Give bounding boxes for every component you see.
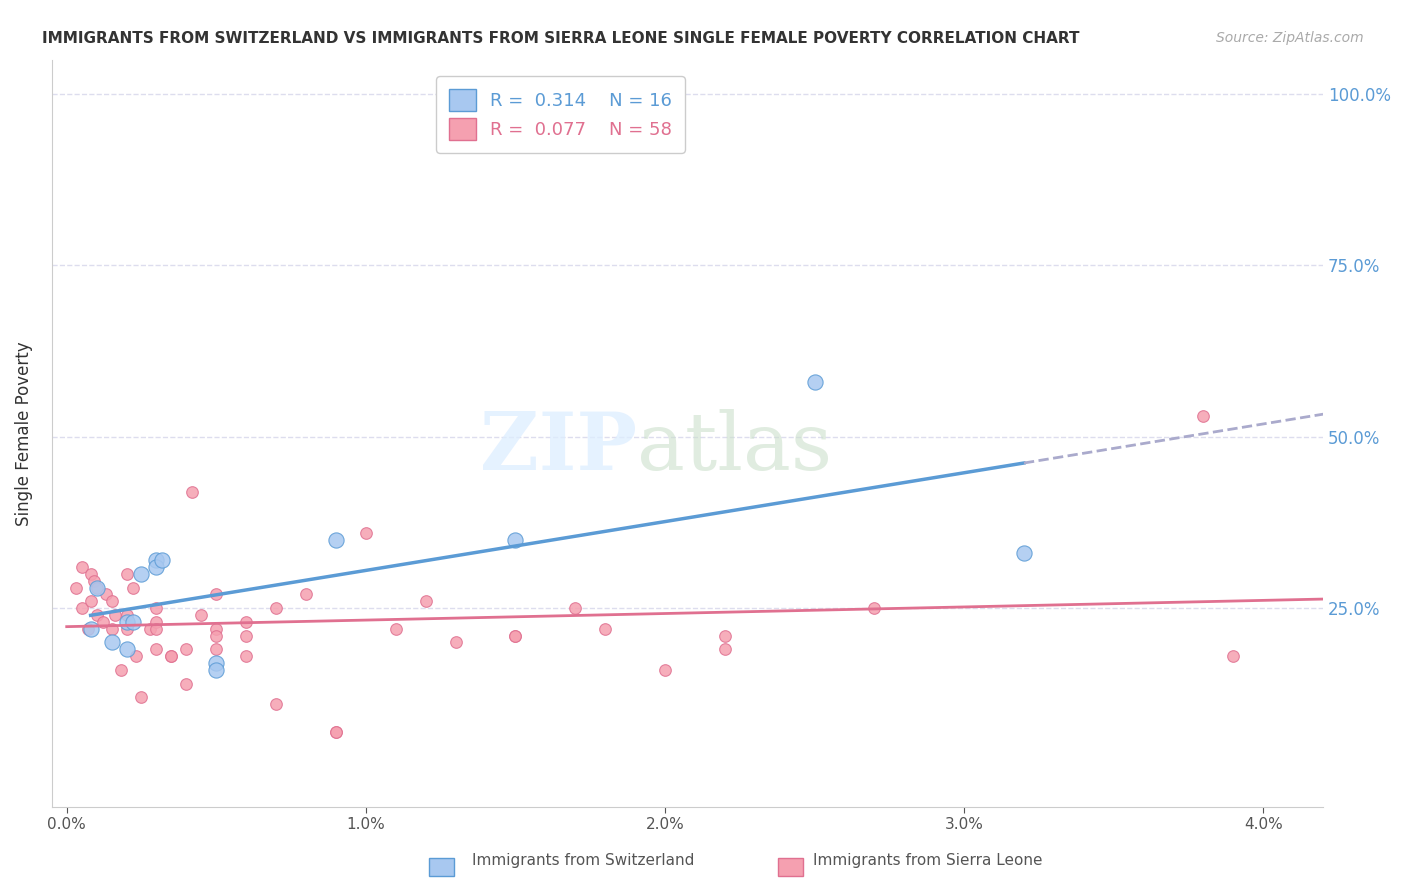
Point [115, 615, 138, 629]
Point [103, 607, 125, 622]
Point [1012, 546, 1035, 560]
Point [115, 566, 138, 581]
Point [205, 629, 228, 643]
Legend: R =  0.314    N = 16, R =  0.077    N = 58: R = 0.314 N = 16, R = 0.077 N = 58 [436, 76, 685, 153]
Point [325, 724, 347, 739]
Point [70, 560, 93, 574]
Point [205, 587, 228, 601]
Point [654, 663, 676, 677]
Point [205, 663, 228, 677]
Point [79, 566, 101, 581]
Point [384, 622, 406, 636]
Point [145, 615, 167, 629]
Point [235, 615, 257, 629]
Point [70, 601, 93, 615]
Text: ZIP: ZIP [479, 409, 637, 487]
Point [190, 607, 212, 622]
Point [139, 622, 162, 636]
Point [176, 642, 198, 657]
Point [86, 581, 108, 595]
Point [124, 649, 146, 664]
Point [86, 581, 108, 595]
Point [145, 642, 167, 657]
Point [152, 553, 174, 567]
Point [131, 690, 153, 705]
Point [354, 525, 377, 540]
Point [714, 629, 737, 643]
Point [94, 587, 117, 601]
Point [415, 594, 437, 608]
Point [593, 622, 616, 636]
Point [803, 375, 825, 389]
Point [115, 622, 138, 636]
Point [121, 615, 143, 629]
Point [115, 607, 138, 622]
Point [79, 622, 101, 636]
Text: atlas: atlas [637, 409, 832, 487]
Point [86, 607, 108, 622]
Point [115, 642, 138, 657]
Point [91, 615, 114, 629]
FancyBboxPatch shape [778, 858, 803, 876]
Text: Immigrants from Sierra Leone: Immigrants from Sierra Leone [813, 853, 1043, 868]
Point [295, 587, 318, 601]
Point [505, 629, 527, 643]
Point [505, 629, 527, 643]
Point [264, 601, 287, 615]
Point [100, 594, 122, 608]
Point [79, 594, 101, 608]
Point [205, 656, 228, 670]
Point [205, 642, 228, 657]
Point [264, 697, 287, 711]
Point [505, 533, 527, 547]
Point [714, 642, 737, 657]
Point [160, 649, 183, 664]
Point [110, 663, 132, 677]
Point [235, 629, 257, 643]
Point [205, 622, 228, 636]
Point [325, 533, 347, 547]
Text: Source: ZipAtlas.com: Source: ZipAtlas.com [1216, 31, 1364, 45]
Text: IMMIGRANTS FROM SWITZERLAND VS IMMIGRANTS FROM SIERRA LEONE SINGLE FEMALE POVERT: IMMIGRANTS FROM SWITZERLAND VS IMMIGRANT… [42, 31, 1080, 46]
Point [83, 574, 105, 588]
Point [145, 560, 167, 574]
Point [145, 553, 167, 567]
Point [121, 581, 143, 595]
Text: Immigrants from Switzerland: Immigrants from Switzerland [472, 853, 695, 868]
Point [131, 566, 153, 581]
Point [145, 601, 167, 615]
Point [325, 724, 347, 739]
Point [100, 635, 122, 649]
Point [160, 649, 183, 664]
Point [1192, 409, 1215, 424]
Point [564, 601, 586, 615]
Point [444, 635, 467, 649]
Point [863, 601, 886, 615]
FancyBboxPatch shape [429, 858, 454, 876]
Point [181, 484, 204, 499]
Point [76, 622, 98, 636]
Point [65, 581, 87, 595]
Point [235, 649, 257, 664]
Point [1222, 649, 1244, 664]
Y-axis label: Single Female Poverty: Single Female Poverty [15, 341, 32, 525]
Point [145, 622, 167, 636]
Point [176, 676, 198, 690]
Point [100, 622, 122, 636]
